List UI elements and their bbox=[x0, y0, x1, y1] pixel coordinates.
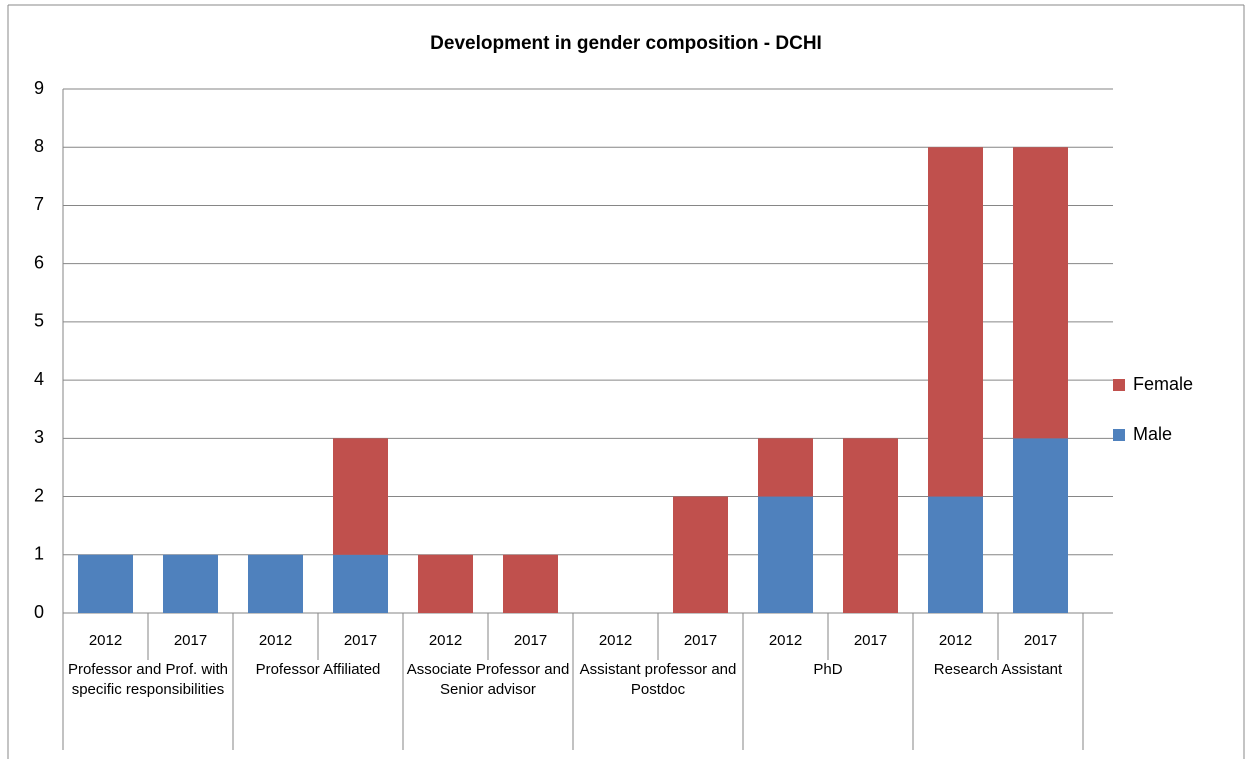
bar-segment bbox=[418, 554, 473, 613]
chart-title: Development in gender composition - DCHI bbox=[430, 33, 822, 54]
bar-segment bbox=[1013, 438, 1068, 613]
x-tick-label: 2017 bbox=[514, 632, 547, 649]
group-label: PhD bbox=[813, 661, 843, 678]
bar-segment bbox=[163, 554, 218, 613]
x-tick-label: 2017 bbox=[684, 632, 717, 649]
y-tick-label: 5 bbox=[34, 311, 44, 331]
bar-segment bbox=[758, 496, 813, 613]
legend-label: Male bbox=[1133, 424, 1172, 444]
x-tick-label: 2012 bbox=[939, 632, 972, 649]
y-tick-label: 1 bbox=[34, 544, 44, 564]
x-tick-label: 2012 bbox=[769, 632, 802, 649]
bar-segment bbox=[673, 496, 728, 613]
y-tick-label: 0 bbox=[34, 602, 44, 622]
bar-segment bbox=[333, 438, 388, 555]
group-label: Professor and Prof. with specific respon… bbox=[67, 661, 229, 698]
x-tick-label: 2012 bbox=[599, 632, 632, 649]
group-label: Assistant professor and Postdoc bbox=[579, 661, 737, 698]
y-tick-label: 2 bbox=[34, 485, 44, 505]
group-label: Associate Professor and Senior advisor bbox=[406, 661, 570, 698]
x-tick-label: 2017 bbox=[1024, 632, 1057, 649]
bar-segment bbox=[1013, 147, 1068, 439]
bar-segment bbox=[78, 554, 133, 613]
y-tick-label: 7 bbox=[34, 194, 44, 214]
bar-segment bbox=[928, 147, 983, 497]
x-tick-label: 2017 bbox=[854, 632, 887, 649]
x-tick-label: 2012 bbox=[259, 632, 292, 649]
legend-swatch bbox=[1113, 379, 1125, 391]
x-tick-label: 2017 bbox=[174, 632, 207, 649]
bar-segment bbox=[843, 438, 898, 613]
legend-swatch bbox=[1113, 429, 1125, 441]
y-tick-label: 9 bbox=[34, 78, 44, 98]
y-tick-label: 4 bbox=[34, 369, 44, 389]
bar-segment bbox=[928, 496, 983, 613]
y-tick-label: 6 bbox=[34, 252, 44, 272]
bar-segment bbox=[333, 554, 388, 613]
x-tick-label: 2012 bbox=[89, 632, 122, 649]
bar-segment bbox=[248, 554, 303, 613]
group-label: Research Assistant bbox=[933, 661, 1063, 678]
legend-label: Female bbox=[1133, 374, 1193, 394]
y-tick-label: 8 bbox=[34, 136, 44, 156]
x-tick-label: 2012 bbox=[429, 632, 462, 649]
x-tick-label: 2017 bbox=[344, 632, 377, 649]
y-tick-label: 3 bbox=[34, 427, 44, 447]
group-label: Professor Affiliated bbox=[255, 661, 381, 678]
bar-segment bbox=[503, 554, 558, 613]
bar-segment bbox=[758, 438, 813, 497]
